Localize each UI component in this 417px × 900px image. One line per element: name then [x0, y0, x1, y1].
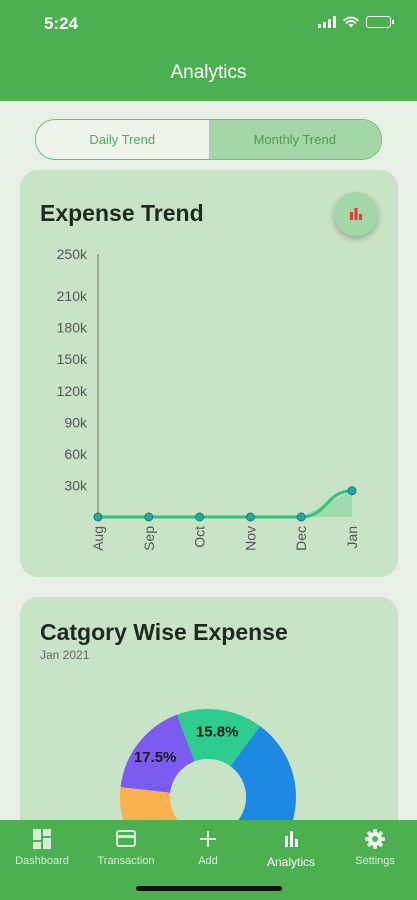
card-icon — [116, 830, 136, 847]
slice-label: 15.8% — [196, 724, 239, 741]
wifi-icon — [343, 16, 359, 28]
bar-chart-icon — [350, 208, 362, 220]
y-tick-label: 90k — [64, 414, 88, 430]
bar-chart-icon — [285, 831, 298, 847]
tab-label: Add — [198, 855, 218, 867]
battery-icon — [366, 16, 394, 28]
x-tick-label: Jan — [344, 526, 360, 549]
y-tick-label: 210k — [57, 288, 88, 304]
donut-hole — [170, 759, 246, 835]
page-title: Analytics — [170, 62, 247, 83]
tab-label: Dashboard — [15, 855, 69, 867]
y-tick-label: 60k — [64, 446, 88, 462]
tab-settings[interactable]: Settings — [333, 828, 417, 867]
home-indicator — [136, 886, 282, 891]
trend-area — [98, 490, 352, 517]
expense-trend-chart: 250k 210k 180k 150k 120k 90k 60k 30k Aug Sep Oct No… — [57, 246, 360, 551]
y-tick-label: 120k — [57, 383, 88, 399]
x-tick-label: Sep — [141, 526, 157, 551]
slice-label: 17.5% — [134, 749, 177, 766]
y-tick-label: 180k — [57, 320, 88, 336]
tab-add[interactable]: Add — [166, 828, 250, 867]
tab-dashboard[interactable]: Dashboard — [0, 828, 84, 867]
trend-segmented-control: Daily Trend Monthly Trend — [35, 119, 382, 160]
donut-slice — [177, 709, 261, 767]
y-tick-label: 150k — [57, 351, 88, 367]
trend-point — [245, 512, 255, 522]
daily-trend-tab[interactable]: Daily Trend — [89, 132, 156, 147]
category-expense-title: Catgory Wise Expense — [40, 619, 288, 645]
category-expense-subtitle: Jan 2021 — [40, 648, 90, 662]
dashboard-icon — [33, 829, 51, 849]
trend-point — [195, 512, 205, 522]
trend-line — [97, 489, 353, 519]
trend-point — [93, 512, 103, 522]
tab-label: Analytics — [266, 855, 316, 869]
tab-label: Settings — [355, 855, 395, 867]
x-tick-label: Nov — [242, 526, 258, 551]
trend-point — [296, 512, 306, 522]
tab-transaction[interactable]: Transaction — [84, 828, 168, 867]
tab-label: Transaction — [97, 855, 155, 867]
plus-icon — [200, 831, 216, 847]
gear-icon — [365, 829, 385, 849]
cellular-signal-icon — [318, 16, 336, 28]
tab-analytics[interactable]: Analytics — [249, 828, 333, 869]
x-tick-label: Oct — [192, 526, 208, 548]
chart-type-button[interactable] — [334, 192, 378, 236]
y-tick-label: 250k — [57, 246, 88, 262]
bottom-tab-bar: Dashboard Transaction Add Analytics — [0, 820, 417, 900]
donut-slice — [120, 714, 195, 793]
app-header: 5:24 Analytics — [0, 0, 417, 101]
x-tick-label: Aug — [90, 526, 106, 551]
y-tick-label: 30k — [64, 477, 88, 493]
monthly-trend-tab[interactable]: Monthly Trend — [208, 120, 381, 159]
trend-point — [144, 512, 154, 522]
expense-trend-card: Expense Trend 250k 210k 180k 150k 120k 90k 60k… — [20, 170, 398, 577]
trend-point — [347, 486, 357, 496]
expense-trend-title: Expense Trend — [40, 200, 204, 226]
status-time: 5:24 — [44, 14, 79, 33]
x-tick-label: Dec — [293, 526, 309, 551]
status-icons — [318, 16, 394, 28]
